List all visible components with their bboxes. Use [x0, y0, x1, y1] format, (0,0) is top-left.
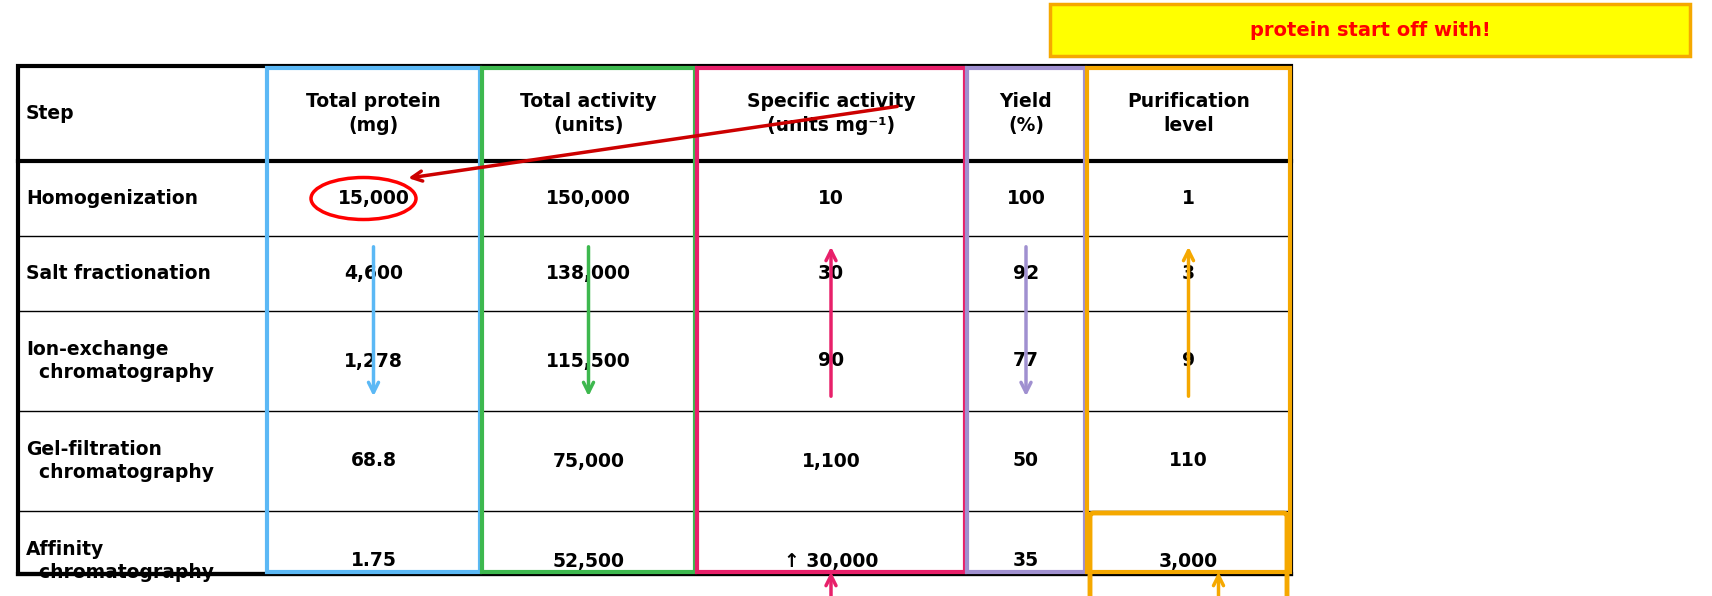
- Text: 9: 9: [1181, 352, 1195, 371]
- Text: 3,000: 3,000: [1159, 551, 1217, 570]
- Text: 1.75: 1.75: [351, 551, 397, 570]
- Text: 100: 100: [1007, 189, 1046, 208]
- Text: 15,000: 15,000: [337, 189, 409, 208]
- Text: Salt fractionation: Salt fractionation: [26, 264, 211, 283]
- Text: 75,000: 75,000: [553, 452, 625, 470]
- Text: 138,000: 138,000: [546, 264, 632, 283]
- Text: Purification
level: Purification level: [1126, 92, 1250, 135]
- Bar: [483, 68, 695, 572]
- Text: Step: Step: [26, 104, 75, 123]
- Text: protein start off with!: protein start off with!: [1250, 20, 1491, 39]
- Text: 68.8: 68.8: [351, 452, 397, 470]
- Text: 77: 77: [1014, 352, 1039, 371]
- Bar: [967, 68, 1085, 572]
- Text: ↑ 30,000: ↑ 30,000: [784, 551, 878, 570]
- Text: 52,500: 52,500: [553, 551, 625, 570]
- Text: 30: 30: [818, 264, 844, 283]
- Text: 90: 90: [818, 352, 844, 371]
- Text: 150,000: 150,000: [546, 189, 632, 208]
- Text: Homogenization: Homogenization: [26, 189, 199, 208]
- Text: 4,600: 4,600: [344, 264, 402, 283]
- Text: Gel-filtration
  chromatography: Gel-filtration chromatography: [26, 440, 214, 482]
- Bar: [19, 66, 1291, 574]
- Text: 92: 92: [1014, 264, 1039, 283]
- Text: Yield
(%): Yield (%): [1000, 92, 1053, 135]
- Bar: [1087, 68, 1291, 572]
- FancyBboxPatch shape: [1049, 4, 1690, 56]
- Text: 50: 50: [1014, 452, 1039, 470]
- Text: 115,500: 115,500: [546, 352, 632, 371]
- Text: 3: 3: [1181, 264, 1195, 283]
- Text: 10: 10: [818, 189, 844, 208]
- Text: 1,100: 1,100: [801, 452, 861, 470]
- Text: 110: 110: [1169, 452, 1209, 470]
- Text: 1,278: 1,278: [344, 352, 402, 371]
- Text: Total protein
(mg): Total protein (mg): [306, 92, 442, 135]
- Text: Affinity
  chromatography: Affinity chromatography: [26, 540, 214, 582]
- Text: 1: 1: [1181, 189, 1195, 208]
- Bar: [697, 68, 966, 572]
- Text: Specific activity
(units mg⁻¹): Specific activity (units mg⁻¹): [746, 92, 916, 135]
- Text: Total activity
(units): Total activity (units): [520, 92, 657, 135]
- Text: Ion-exchange
  chromatography: Ion-exchange chromatography: [26, 340, 214, 382]
- Bar: [267, 68, 479, 572]
- Text: 35: 35: [1014, 551, 1039, 570]
